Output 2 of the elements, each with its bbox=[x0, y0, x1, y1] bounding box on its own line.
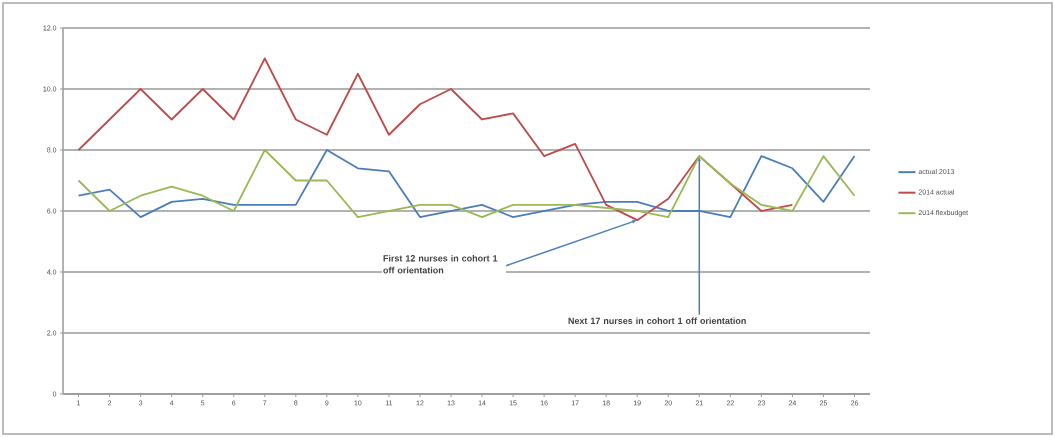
annotation: First 12 nurses in cohort 1 off orientation bbox=[383, 254, 498, 274]
annotation: Next 17 nurses in cohort 1 off orientation bbox=[568, 317, 746, 324]
